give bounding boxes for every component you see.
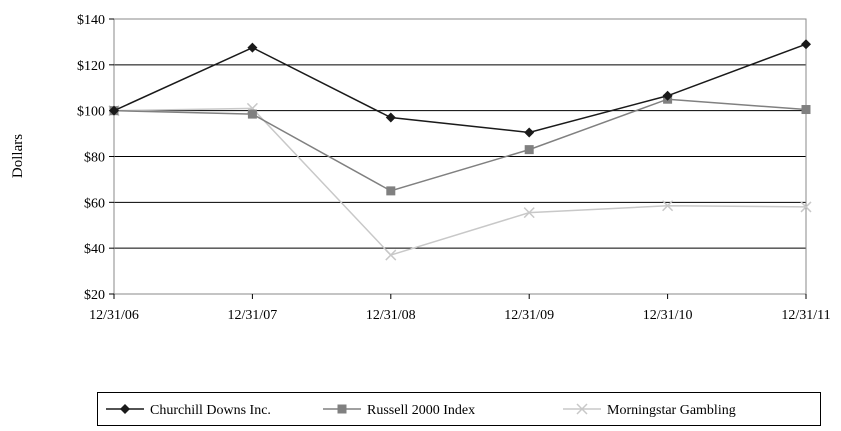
legend-item: Russell 2000 Index <box>323 403 475 418</box>
data-point <box>524 127 535 138</box>
data-point <box>385 112 396 123</box>
legend-label: Russell 2000 Index <box>367 403 475 418</box>
legend-label: Morningstar Gambling <box>607 403 736 418</box>
x-tick-label: 12/31/07 <box>228 308 278 323</box>
y-axis-label: Dollars <box>10 134 26 178</box>
y-tick-label: $40 <box>84 242 105 257</box>
gridlines <box>113 19 806 295</box>
data-point <box>662 90 673 101</box>
x-tick-label: 12/31/06 <box>89 308 139 323</box>
legend-items: Churchill Downs Inc. Russell 2000 Index Mo… <box>106 403 736 418</box>
series-layer <box>108 39 812 261</box>
data-point <box>800 201 812 213</box>
data-point <box>801 39 811 50</box>
series-churchill-downs-inc <box>109 39 811 138</box>
x-axis-tick-labels: 12/31/06 12/31/07 12/31/08 12/31/09 12/31/10… <box>89 294 831 323</box>
x-marker-stroke <box>576 403 588 415</box>
x-tick-label: 12/31/08 <box>366 308 416 323</box>
series-russell-2000-index <box>109 94 811 196</box>
series-line <box>113 43 807 134</box>
y-tick-label: $120 <box>77 59 105 74</box>
legend-marker <box>576 403 588 415</box>
data-point <box>801 105 811 115</box>
legend-marker <box>337 404 347 414</box>
data-point <box>385 249 397 261</box>
y-axis-tick-labels: $20 $40 $60 $80 $100 $120 $140 <box>77 13 114 303</box>
x-tick-label: 12/31/11 <box>781 308 830 323</box>
legend: Churchill Downs Inc. Russell 2000 Index Mo… <box>97 392 821 426</box>
x-marker-stroke <box>385 249 397 261</box>
data-point <box>523 207 535 219</box>
y-tick-label: $20 <box>84 288 105 303</box>
series-morningstar-gambling <box>108 102 812 261</box>
data-point <box>386 186 396 196</box>
legend-marker <box>120 404 130 414</box>
x-tick-label: 12/31/10 <box>643 308 693 323</box>
data-point <box>524 145 534 155</box>
data-point <box>109 105 119 116</box>
x-tick-label: 12/31/09 <box>504 308 554 323</box>
data-point <box>662 200 674 212</box>
legend-item: Morningstar Gambling <box>563 403 736 418</box>
y-tick-label: $140 <box>77 13 105 28</box>
x-marker-stroke <box>523 207 535 219</box>
legend-item: Churchill Downs Inc. <box>106 403 271 418</box>
x-marker-stroke <box>800 201 812 213</box>
legend-label: Churchill Downs Inc. <box>150 403 271 418</box>
data-point <box>247 42 258 53</box>
data-point <box>247 109 257 119</box>
y-tick-label: $80 <box>84 151 105 166</box>
y-tick-label: $60 <box>84 196 105 211</box>
x-marker-stroke <box>662 200 674 212</box>
series-line <box>113 98 807 192</box>
y-tick-label: $100 <box>77 105 105 120</box>
series-line <box>113 107 807 256</box>
